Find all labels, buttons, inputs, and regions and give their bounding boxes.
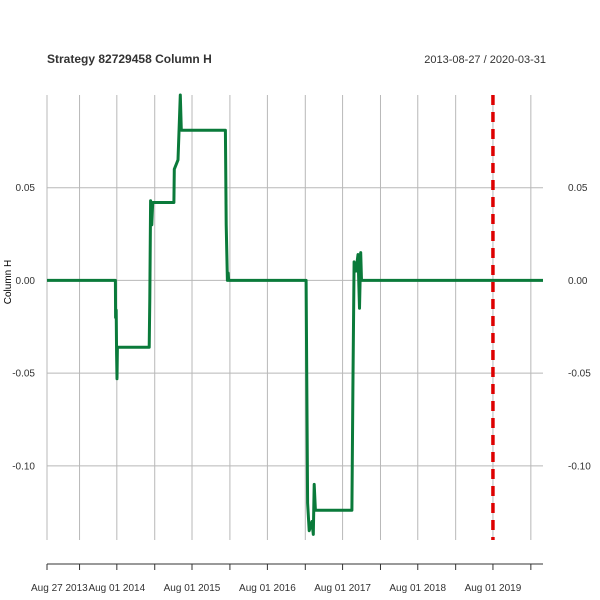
series-line	[47, 93, 543, 536]
x-tick-label: Aug 01 2015	[164, 583, 221, 594]
x-axis: Aug 27 2013 Aug 01 2014 Aug 01 2015 Aug 01 …	[31, 563, 543, 594]
x-tick-label: Aug 01 2014	[88, 583, 145, 594]
y-axis-left: 0.05 0.00 -0.05 -0.10	[12, 183, 35, 472]
x-tick-label: Aug 01 2017	[314, 583, 371, 594]
y-tick-label-right: 0.00	[568, 276, 588, 287]
y-tick-label: -0.05	[12, 369, 35, 380]
series-layer	[47, 93, 543, 536]
x-tick-label: Aug 01 2016	[239, 583, 296, 594]
x-tick-label: Aug 01 2019	[465, 583, 522, 594]
y-tick-label: 0.00	[16, 276, 36, 287]
y-tick-label-right: 0.05	[568, 183, 588, 194]
x-tick-label: Aug 01 2018	[389, 583, 446, 594]
vertical-gridlines	[46, 95, 532, 540]
x-tick-label: Aug 27 2013	[31, 583, 88, 594]
y-tick-label: -0.10	[12, 461, 35, 472]
y-tick-label-right: -0.05	[568, 369, 591, 380]
y-tick-label-right: -0.10	[568, 461, 591, 472]
y-tick-label: 0.05	[16, 183, 36, 194]
horizontal-gridlines	[47, 187, 543, 467]
y-axis-right: 0.05 0.00 -0.05 -0.10	[568, 183, 591, 472]
chart-title: Strategy 82729458 Column H	[47, 52, 212, 66]
date-range: 2013-08-27 / 2020-03-31	[424, 54, 546, 66]
y-axis-label: Column H	[3, 260, 14, 304]
